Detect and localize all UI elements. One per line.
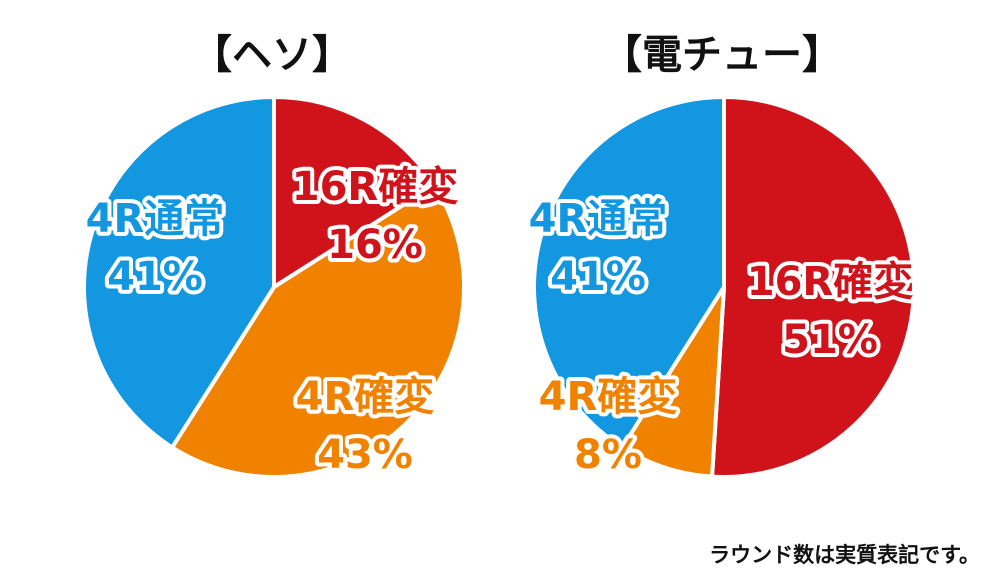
pie-denchu-value-4r-kakuhen: 8% (574, 432, 642, 478)
pie-heso-slice-4r-kakuhen (169, 182, 466, 479)
pie-denchu-value-4r-tsujo: 41% (550, 254, 646, 300)
pie-denchu-slice-16r-kakuhen (709, 94, 916, 479)
pie-heso-value-16r-kakuhen: 16% (327, 222, 423, 268)
chart-title-heso: 【ヘソ】 (192, 32, 352, 78)
chart-title-denchu: 【電チュー】 (602, 32, 842, 78)
pie-heso-label-4r-tsujo: 4R通常 (86, 196, 225, 242)
pie-heso: 16R確変 16% 4R確変 43% 4R通常 41% (82, 94, 466, 482)
pie-heso-slice-16r-kakuhen (272, 94, 438, 291)
pie-heso-value-4r-tsujo: 41% (107, 254, 203, 300)
pie-denchu-label-4r-tsujo: 4R通常 (529, 196, 668, 242)
pie-denchu: 16R確変 51% 4R確変 8% 4R通常 41% (525, 94, 917, 482)
pie-heso-value-4r-kakuhen: 43% (317, 432, 413, 478)
pie-denchu-slice-4r-tsujo (532, 94, 726, 451)
pie-denchu-value-16r-kakuhen: 51% (782, 317, 878, 363)
footnote: ラウンド数は実質表記です。 (709, 543, 980, 567)
pie-denchu-label-16r-kakuhen: 16R確変 (747, 259, 913, 305)
pie-denchu-label-4r-kakuhen: 4R確変 (539, 374, 678, 420)
pie-heso-label-4r-kakuhen: 4R確変 (296, 374, 435, 420)
pie-heso-slice-4r-tsujo (82, 94, 276, 451)
pie-heso-label-16r-kakuhen: 16R確変 (292, 164, 458, 210)
